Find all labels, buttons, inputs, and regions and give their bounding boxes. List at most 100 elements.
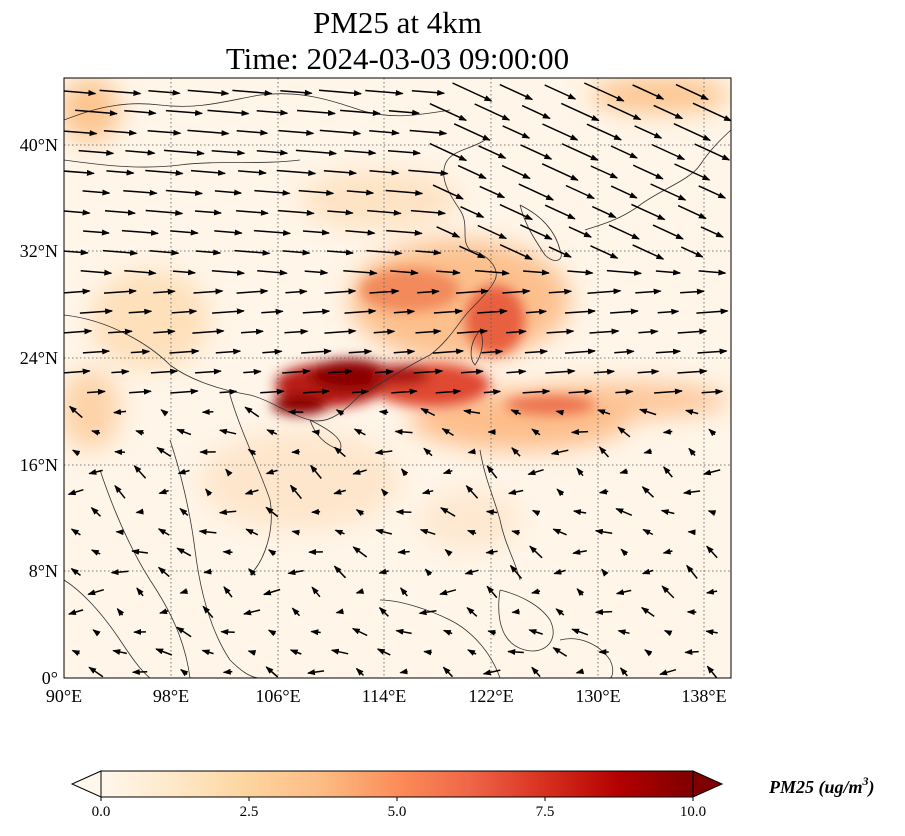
wind-arrow bbox=[610, 145, 638, 159]
wind-arrow bbox=[265, 468, 278, 475]
wind-arrow bbox=[632, 244, 665, 260]
wind-arrow bbox=[103, 129, 138, 136]
lat-tick-label: 24°N bbox=[20, 348, 58, 368]
wind-arrow bbox=[444, 549, 453, 557]
wind-arrow bbox=[590, 165, 619, 179]
wind-arrow bbox=[327, 368, 353, 375]
wind-arrow bbox=[608, 224, 640, 240]
wind-arrow bbox=[318, 89, 362, 97]
wind-arrow bbox=[155, 648, 173, 656]
wind-arrow bbox=[243, 609, 261, 616]
wind-arrow bbox=[702, 469, 721, 476]
title-line-2: Time: 2024-03-03 09:00:00 bbox=[225, 41, 570, 76]
lat-tick-label: 16°N bbox=[20, 455, 58, 475]
wind-arrow bbox=[160, 409, 169, 417]
wind-arrow bbox=[655, 269, 682, 276]
wind-arrow bbox=[432, 348, 465, 355]
wind-arrow bbox=[176, 428, 192, 436]
wind-arrow bbox=[214, 189, 243, 196]
wind-arrow bbox=[483, 388, 502, 395]
wind-arrow bbox=[158, 488, 169, 495]
wind-arrow bbox=[442, 666, 454, 678]
wind-arrow bbox=[442, 629, 453, 636]
wind-arrow bbox=[145, 169, 184, 176]
wind-arrow bbox=[103, 288, 137, 295]
wind-arrow bbox=[507, 648, 524, 655]
wind-arrow bbox=[88, 666, 104, 678]
wind-arrow bbox=[541, 163, 579, 181]
lon-tick-label: 106°E bbox=[255, 686, 300, 706]
wind-arrow bbox=[594, 528, 613, 535]
wind-arrow bbox=[70, 567, 81, 576]
wind-arrow bbox=[198, 528, 217, 535]
wind-arrow bbox=[555, 608, 565, 616]
wind-arrow bbox=[90, 549, 101, 556]
wind-arrow bbox=[635, 288, 662, 295]
wind-arrow bbox=[640, 606, 655, 618]
wind-arrow bbox=[482, 669, 501, 676]
wind-arrow bbox=[707, 510, 717, 516]
wind-arrow bbox=[619, 468, 628, 475]
wind-arrow bbox=[474, 269, 510, 276]
colorbar-tick: 0.0 bbox=[92, 804, 111, 820]
wind-arrow bbox=[453, 123, 491, 141]
wind-arrow bbox=[385, 189, 424, 196]
wind-arrow bbox=[278, 209, 315, 216]
wind-arrow bbox=[262, 588, 281, 596]
wind-arrow bbox=[70, 528, 81, 536]
wind-arrow bbox=[83, 229, 110, 236]
wind-arrow bbox=[682, 489, 701, 496]
wind-arrow bbox=[195, 249, 222, 256]
lat-tick-label: 32°N bbox=[20, 241, 58, 261]
wind-arrow bbox=[474, 103, 511, 121]
wind-arrow bbox=[244, 489, 259, 495]
wind-arrow bbox=[706, 665, 718, 678]
wind-arrow bbox=[365, 89, 404, 96]
wind-arrow bbox=[466, 607, 478, 617]
wind-arrow bbox=[638, 408, 657, 416]
wind-arrow bbox=[553, 568, 566, 575]
wind-arrow bbox=[486, 585, 498, 599]
wind-arrow bbox=[552, 528, 567, 536]
wind-arrow bbox=[509, 564, 523, 579]
wind-arrow bbox=[652, 224, 684, 240]
wind-arrow bbox=[477, 308, 508, 315]
wind-arrow bbox=[88, 469, 103, 475]
wind-arrow bbox=[164, 149, 205, 157]
wind-arrow bbox=[415, 328, 442, 335]
wind-arrow bbox=[310, 629, 321, 636]
wind-arrow bbox=[302, 308, 331, 315]
wind-arrow bbox=[654, 388, 683, 395]
wind-arrow bbox=[193, 288, 224, 295]
wind-arrow bbox=[395, 628, 412, 635]
wind-arrow bbox=[201, 649, 214, 656]
wind-arrow bbox=[87, 388, 106, 395]
wind-arrow bbox=[302, 388, 331, 395]
wind-arrow bbox=[571, 628, 589, 636]
wind-arrow bbox=[111, 368, 130, 375]
colorbar-tick: 10.0 bbox=[680, 804, 706, 820]
wind-arrow bbox=[135, 429, 145, 436]
wind-arrow bbox=[348, 348, 373, 355]
wind-arrow bbox=[333, 446, 346, 458]
wind-arrow bbox=[280, 89, 313, 96]
wind-arrow bbox=[369, 129, 400, 136]
wind-arrow bbox=[552, 647, 568, 657]
wind-arrow bbox=[257, 269, 288, 276]
wind-arrow bbox=[631, 203, 666, 221]
wind-arrow bbox=[638, 328, 659, 335]
wind-arrow bbox=[399, 668, 408, 675]
wind-arrow bbox=[531, 509, 541, 517]
wind-arrow bbox=[692, 102, 731, 122]
wind-arrow bbox=[410, 209, 447, 216]
wind-arrow bbox=[632, 164, 664, 180]
map-panel bbox=[64, 78, 731, 678]
wind-arrow bbox=[400, 468, 409, 477]
wind-arrow bbox=[561, 143, 599, 161]
wind-arrow bbox=[75, 109, 118, 117]
wind-arrow bbox=[632, 84, 665, 100]
wind-arrow bbox=[455, 288, 489, 295]
wind-arrow bbox=[369, 169, 400, 176]
wind-arrow bbox=[248, 568, 256, 576]
colorbar-tick: 7.5 bbox=[536, 804, 555, 820]
